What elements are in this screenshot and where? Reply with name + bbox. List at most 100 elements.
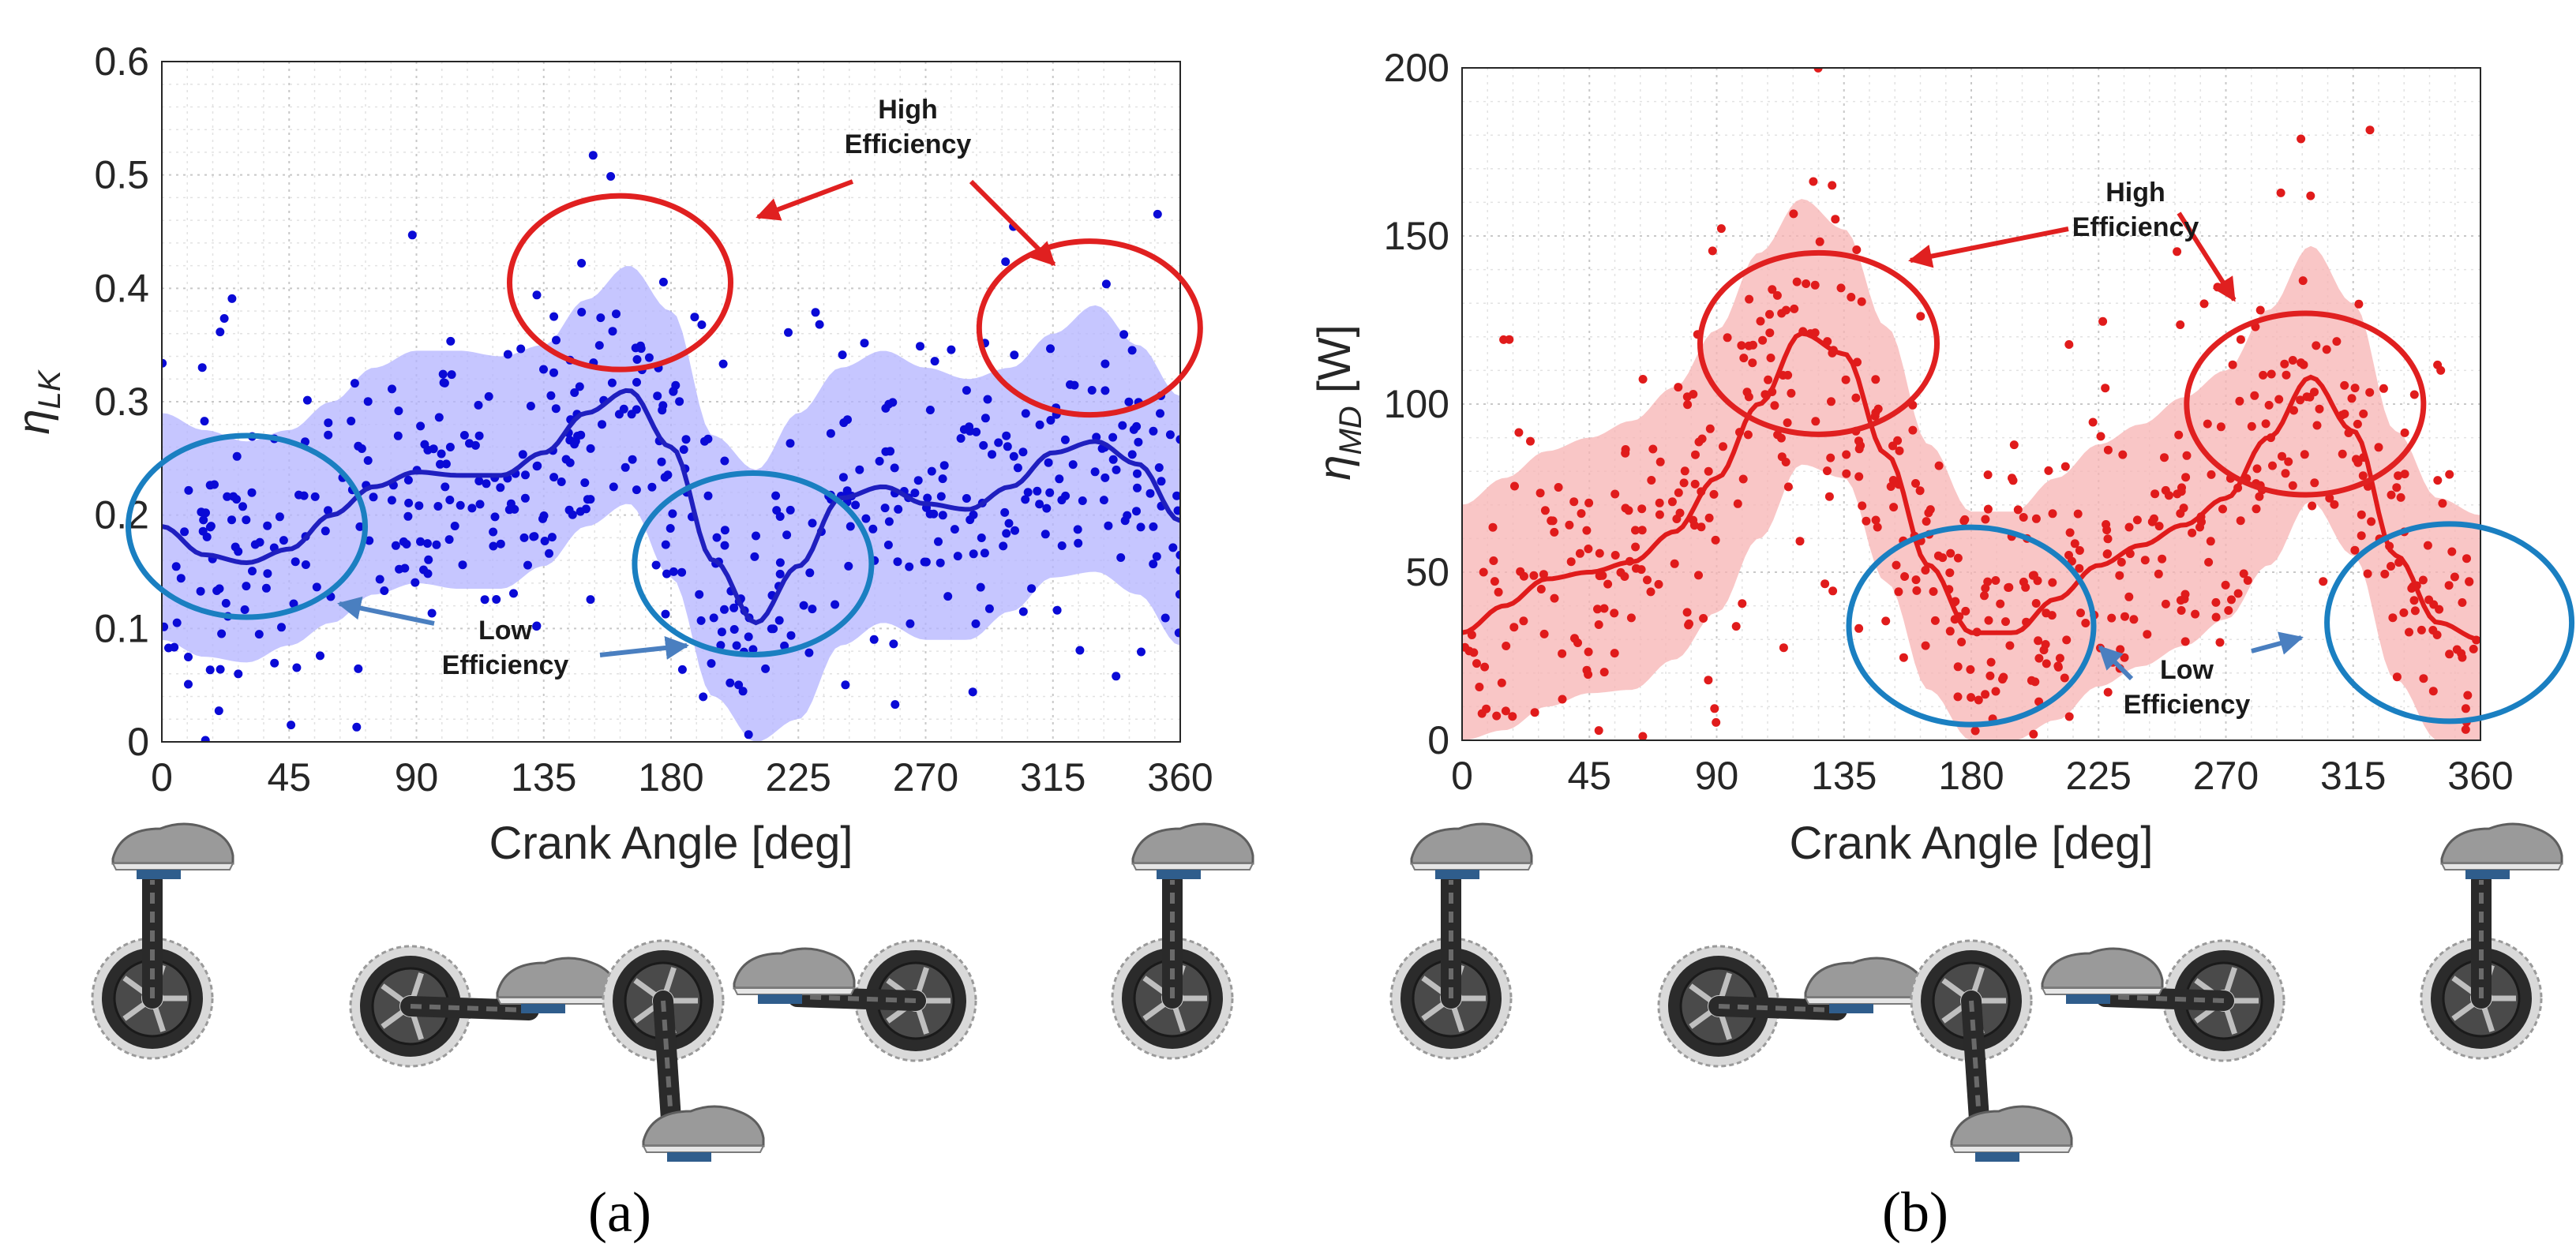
panel-label-a: (a) [588, 1181, 651, 1244]
scatter-point [2055, 653, 2064, 663]
scatter-point [734, 680, 744, 690]
scatter-point [1637, 504, 1647, 514]
scatter-point [539, 511, 549, 520]
x-tick-label: 360 [1147, 755, 1213, 799]
scatter-point [2250, 391, 2259, 400]
scatter-point [1999, 672, 2008, 682]
scatter-point [697, 320, 707, 329]
scatter-point [394, 406, 403, 416]
scatter-point [956, 434, 966, 443]
scatter-point [1915, 486, 1925, 496]
scatter-point [1123, 511, 1132, 520]
scatter-point [2469, 644, 2478, 653]
scatter-point [2027, 676, 2036, 685]
scatter-point [1929, 587, 1938, 596]
scatter-point [539, 365, 548, 374]
scatter-point [1912, 586, 1922, 595]
scatter-point [1710, 704, 1719, 713]
shoe-icon [642, 1105, 765, 1162]
scatter-point [2312, 421, 2322, 430]
scatter-point [2394, 471, 2403, 481]
scatter-point [609, 482, 618, 492]
scatter-point [1996, 599, 2005, 608]
scatter-point [939, 461, 949, 470]
scatter-point [223, 492, 232, 501]
scatter-point [2182, 451, 2192, 460]
scatter-point [969, 549, 978, 559]
scatter-point [846, 522, 855, 531]
scatter-point [962, 386, 971, 395]
scatter-point [234, 669, 243, 679]
scatter-point [729, 625, 739, 634]
scatter-point [1851, 393, 1861, 402]
scatter-point [2211, 597, 2221, 607]
scatter-point [583, 495, 592, 504]
scatter-point [1046, 416, 1056, 425]
scatter-point [744, 632, 753, 642]
scatter-point [717, 627, 726, 637]
scatter-point [1854, 623, 1864, 633]
scatter-point [2405, 627, 2413, 637]
scatter-point [441, 459, 451, 469]
scatter-point [2235, 396, 2244, 406]
scatter-point [467, 504, 477, 513]
scatter-point [1694, 437, 1704, 447]
low-efficiency-label-line1: Low [2160, 655, 2214, 685]
scatter-point [532, 462, 542, 471]
scatter-point [1980, 591, 1989, 601]
scatter-point [1550, 593, 1559, 603]
scatter-point [570, 388, 579, 397]
scatter-point [2458, 653, 2467, 662]
scatter-point [2233, 589, 2243, 598]
crank-position-illustration [91, 822, 234, 1060]
scatter-point [632, 485, 641, 495]
scatter-point [2340, 380, 2349, 390]
scatter-point [1672, 515, 1682, 523]
scatter-point [549, 473, 559, 482]
low-efficiency-label-line1: Low [478, 616, 533, 646]
scatter-point [2116, 645, 2125, 654]
scatter-point [1827, 397, 1835, 406]
scatter-point [2282, 370, 2291, 380]
scatter-point [1068, 460, 1078, 470]
scatter-point [844, 561, 853, 571]
scatter-point [1002, 529, 1011, 538]
scatter-point [1654, 579, 1663, 589]
scatter-point [1540, 506, 1550, 515]
scatter-point [1705, 424, 1715, 433]
scatter-point [216, 328, 225, 337]
crank-position-illustration [1389, 822, 1533, 1060]
scatter-point [492, 595, 501, 604]
scatter-point [201, 736, 210, 742]
scatter-point [804, 648, 814, 657]
scatter-point [2288, 356, 2297, 365]
scatter-point [2310, 478, 2319, 488]
scatter-point [1165, 430, 1175, 440]
x-tick-label: 135 [1811, 754, 1877, 798]
scatter-point [1133, 469, 1142, 478]
scatter-point [1836, 283, 1846, 293]
scatter-point [2213, 283, 2222, 292]
scatter-point [577, 308, 587, 316]
scatter-point [632, 377, 641, 387]
scatter-point [529, 532, 538, 541]
scatter-point [699, 692, 708, 702]
scatter-point [1779, 643, 1788, 653]
scatter-point [1573, 638, 1582, 647]
scatter-point [1895, 446, 1904, 455]
scatter-point [1900, 572, 1910, 581]
shoe-icon [2041, 947, 2164, 1004]
scatter-point [2447, 547, 2457, 556]
scatter-point [2354, 299, 2364, 309]
scatter-point [1810, 280, 1820, 290]
scatter-point [2247, 421, 2256, 431]
scatter-point [545, 549, 553, 558]
scatter-point [1811, 417, 1820, 426]
scatter-point [668, 509, 677, 519]
scatter-point [518, 450, 527, 459]
scatter-point [447, 370, 456, 380]
scatter-point [1510, 481, 1519, 491]
scatter-point [2029, 571, 2038, 580]
scatter-point [1826, 453, 1835, 462]
scatter-point [2380, 569, 2390, 578]
